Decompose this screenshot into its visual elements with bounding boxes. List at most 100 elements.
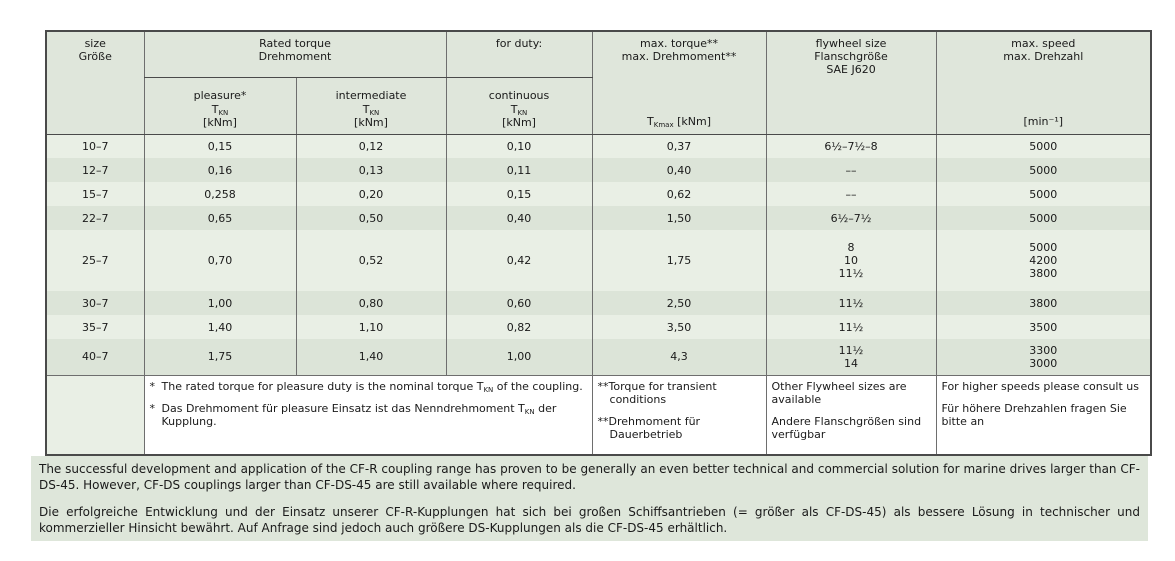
footnote-rated-en: * The rated torque for pleasure duty is … — [149, 379, 583, 394]
cell-continuous: 0,82 — [445, 315, 593, 339]
cell-size: 12–7 — [46, 158, 144, 182]
cell-pleasure: 0,16 — [143, 158, 296, 182]
footnote-flywheel-en: Other Flywheel sizes are available — [771, 379, 907, 406]
cell-intermediate: 1,40 — [295, 339, 447, 375]
cell-max-speed: 5000 4200 3800 — [935, 230, 1152, 291]
cell-size: 10–7 — [46, 134, 144, 158]
intermediate-tkn: TKN — [362, 102, 380, 117]
cell-intermediate: 0,13 — [295, 158, 447, 182]
footnote-max-speed-en: For higher speeds please consult us — [941, 379, 1139, 393]
max-speed-unit: [min⁻¹] — [1023, 115, 1064, 128]
cell-size: 25–7 — [46, 230, 144, 291]
cell-size: 15–7 — [46, 182, 144, 206]
cell-continuous: 0,60 — [445, 291, 593, 315]
bottom-note-block: The successful development and applicati… — [31, 456, 1148, 541]
footnote-max-speed-cell: For higher speeds please consult us Für … — [935, 374, 1152, 455]
cell-continuous: 0,15 — [445, 182, 593, 206]
col-header-max-speed: max. speed max. Drehzahl [min⁻¹] — [935, 31, 1152, 135]
col-header-rated-torque: Rated torque Drehmoment — [143, 31, 447, 78]
cell-intermediate: 1,10 — [295, 315, 447, 339]
cell-max-speed: 3500 — [935, 315, 1152, 339]
cell-flywheel: 8 10 11½ — [765, 230, 937, 291]
cell-pleasure: 1,00 — [143, 291, 296, 315]
note-paragraph-en: The successful development and applicati… — [39, 462, 1140, 492]
cell-max-speed: 3300 3000 — [935, 339, 1152, 375]
cell-size: 22–7 — [46, 206, 144, 230]
cell-pleasure: 1,40 — [143, 315, 296, 339]
cell-size: 40–7 — [46, 339, 144, 375]
intermediate-label: intermediate — [335, 88, 407, 102]
footnote-max-speed-de: Für höhere Drehzahlen fragen Sie bitte a… — [941, 401, 1127, 428]
cell-max-speed: 5000 — [935, 134, 1152, 158]
intermediate-unit: [kNm] — [354, 115, 388, 129]
table-row-25-7: 25–7 0,70 0,52 0,42 1,75 8 10 11½ 5000 4… — [46, 230, 1152, 291]
pleasure-tkn: TKN — [211, 102, 229, 117]
cell-pleasure: 1,75 — [143, 339, 296, 375]
col-header-size-label: size Größe — [78, 37, 112, 63]
cell-flywheel: 11½ 14 — [765, 339, 937, 375]
table-row-15-7: 15–7 0,258 0,20 0,15 0,62 –– 5000 — [46, 182, 1152, 206]
header-row-2: pleasure* TKN [kNm] intermediate TKN [kN… — [46, 77, 1151, 135]
cell-continuous: 1,00 — [445, 339, 593, 375]
max-speed-label: max. speed max. Drehzahl — [1003, 37, 1084, 63]
flywheel-label: flywheel size Flanschgröße SAE J620 — [814, 37, 888, 76]
cell-pleasure: 0,70 — [143, 230, 296, 291]
header-row-1: size Größe Rated torque Drehmoment for d… — [46, 31, 1152, 135]
cell-continuous: 0,42 — [445, 230, 593, 291]
cell-flywheel: 11½ — [765, 291, 937, 315]
note-paragraph-de: Die erfolgreiche Entwicklung und der Ein… — [39, 505, 1140, 535]
cell-max-torque: 3,50 — [591, 315, 767, 339]
cell-flywheel: –– — [765, 182, 937, 206]
col-header-flywheel: flywheel size Flanschgröße SAE J620 — [765, 31, 937, 135]
cell-max-speed: 5000 — [935, 158, 1152, 182]
pleasure-label: pleasure* — [193, 88, 247, 102]
footnote-rated-de: * Das Drehmoment für pleasure Einsatz is… — [149, 401, 557, 428]
footnote-size-empty-cell — [46, 374, 144, 455]
table-row-35-7: 35–7 1,40 1,10 0,82 3,50 11½ 3500 — [46, 315, 1152, 339]
cell-intermediate: 0,50 — [295, 206, 447, 230]
cell-flywheel: 6½–7½ — [765, 206, 937, 230]
table-row-12-7: 12–7 0,16 0,13 0,11 0,40 –– 5000 — [46, 158, 1152, 182]
footnote-max-torque-en: **Torque for transient conditions — [597, 379, 717, 406]
table-row-40-7: 40–7 1,75 1,40 1,00 4,3 11½ 14 3300 3000 — [46, 339, 1152, 375]
cell-continuous: 0,11 — [445, 158, 593, 182]
rated-torque-label-de: Drehmoment — [258, 50, 332, 63]
cell-max-torque: 0,37 — [591, 134, 767, 158]
cell-intermediate: 0,80 — [295, 291, 447, 315]
footnote-flywheel-cell: Other Flywheel sizes are available Ander… — [765, 374, 937, 455]
col-header-intermediate: intermediate TKN [kNm] — [295, 77, 447, 135]
footnote-row: * The rated torque for pleasure duty is … — [46, 374, 1152, 455]
cell-size: 35–7 — [46, 315, 144, 339]
cell-max-torque: 4,3 — [591, 339, 767, 375]
cell-pleasure: 0,65 — [143, 206, 296, 230]
footnote-max-torque-de: **Drehmoment für Dauerbetrieb — [597, 414, 701, 441]
cell-max-torque: 1,50 — [591, 206, 767, 230]
cell-intermediate: 0,12 — [295, 134, 447, 158]
cell-max-torque: 0,62 — [591, 182, 767, 206]
footnote-flywheel-de: Andere Flanschgrößen sind verfügbar — [771, 414, 922, 441]
for-duty-label: for duty: — [495, 37, 543, 50]
cell-pleasure: 0,258 — [143, 182, 296, 206]
cell-max-speed: 5000 — [935, 206, 1152, 230]
cell-flywheel: –– — [765, 158, 937, 182]
cell-size: 30–7 — [46, 291, 144, 315]
cell-max-torque: 2,50 — [591, 291, 767, 315]
footnote-rated-torque-cell: * The rated torque for pleasure duty is … — [143, 374, 593, 455]
table-row-10-7: 10–7 0,15 0,12 0,10 0,37 6½–7½–8 5000 — [46, 134, 1152, 158]
cell-continuous: 0,10 — [445, 134, 593, 158]
max-torque-label: max. torque** max. Drehmoment** — [621, 37, 737, 63]
col-header-continuous: continuous TKN [kNm] — [445, 77, 593, 135]
table-row-22-7: 22–7 0,65 0,50 0,40 1,50 6½–7½ 5000 — [46, 206, 1152, 230]
coupling-data-table: size Größe Rated torque Drehmoment for d… — [45, 30, 1153, 456]
col-header-for-duty: for duty: — [445, 31, 593, 78]
cell-intermediate: 0,52 — [295, 230, 447, 291]
pleasure-unit: [kNm] — [203, 115, 237, 129]
cell-max-speed: 5000 — [935, 182, 1152, 206]
cell-flywheel: 11½ — [765, 315, 937, 339]
cell-continuous: 0,40 — [445, 206, 593, 230]
table-row-30-7: 30–7 1,00 0,80 0,60 2,50 11½ 3800 — [46, 291, 1152, 315]
continuous-unit: [kNm] — [502, 115, 536, 129]
max-torque-unit: TKmax [kNm] — [647, 115, 711, 129]
cell-flywheel: 6½–7½–8 — [765, 134, 937, 158]
footnote-max-torque-cell: **Torque for transient conditions **Dreh… — [591, 374, 767, 455]
